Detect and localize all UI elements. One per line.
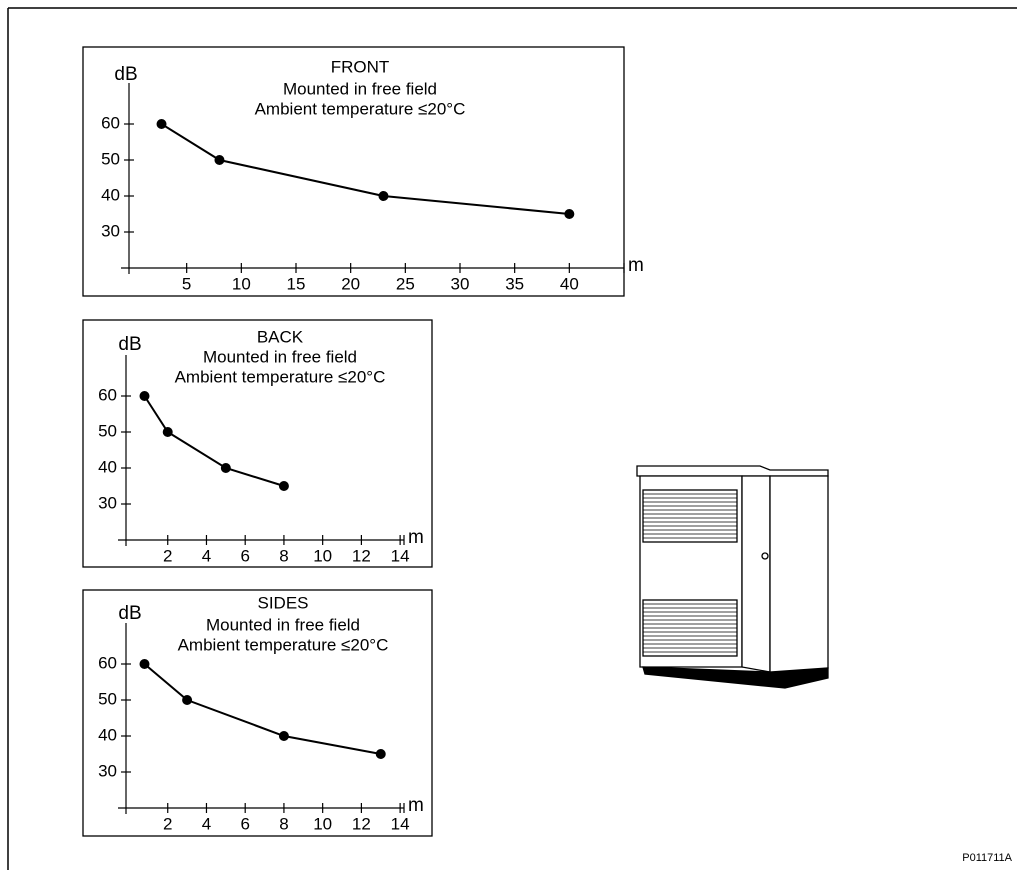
data-point xyxy=(139,391,150,401)
chart-frame xyxy=(82,589,433,837)
x-axis-label: m xyxy=(628,255,644,276)
x-tick-label: 10 xyxy=(232,274,251,293)
y-tick-label: 40 xyxy=(101,185,120,204)
data-point xyxy=(139,659,150,669)
x-axis-label: m xyxy=(408,795,424,816)
x-tick-label: 10 xyxy=(313,546,332,565)
chart-subtitle: Mounted in free field xyxy=(206,615,360,634)
y-axis-label: dB xyxy=(118,334,141,355)
x-tick-label: 6 xyxy=(240,814,249,833)
data-point xyxy=(564,209,575,219)
y-tick-label: 30 xyxy=(98,493,117,512)
figure-id: P011711A xyxy=(962,852,1012,864)
x-tick-label: 12 xyxy=(352,546,371,565)
x-tick-label: 20 xyxy=(341,274,360,293)
chart-subtitle: Ambient temperature ≤20°C xyxy=(255,99,466,118)
chart-title: BACK xyxy=(257,327,304,346)
y-tick-label: 50 xyxy=(101,149,120,168)
cabinet-base xyxy=(642,666,829,689)
x-tick-label: 12 xyxy=(352,814,371,833)
data-point xyxy=(220,463,231,473)
x-tick-label: 8 xyxy=(279,546,288,565)
cabinet-door-edge xyxy=(741,475,771,673)
y-tick-label: 60 xyxy=(98,385,117,404)
x-tick-label: 35 xyxy=(505,274,524,293)
cabinet-side xyxy=(769,475,829,677)
y-tick-label: 60 xyxy=(101,113,120,132)
x-tick-label: 8 xyxy=(279,814,288,833)
grille-slats xyxy=(643,493,737,653)
x-tick-label: 30 xyxy=(451,274,470,293)
y-axis-label: dB xyxy=(114,64,137,85)
x-tick-label: 2 xyxy=(163,546,172,565)
x-tick-label: 40 xyxy=(560,274,579,293)
data-point xyxy=(156,119,167,129)
x-tick-label: 15 xyxy=(287,274,306,293)
x-tick-label: 14 xyxy=(391,814,410,833)
chart-frame xyxy=(82,319,433,568)
data-point xyxy=(278,481,289,491)
data-point xyxy=(278,731,289,741)
data-point xyxy=(214,155,225,165)
x-axis-label: m xyxy=(408,527,424,548)
y-tick-label: 40 xyxy=(98,457,117,476)
x-tick-label: 2 xyxy=(163,814,172,833)
y-tick-label: 30 xyxy=(101,221,120,240)
chart-subtitle: Ambient temperature ≤20°C xyxy=(175,367,386,386)
door-knob xyxy=(761,552,769,560)
x-tick-label: 4 xyxy=(202,546,211,565)
data-point xyxy=(182,695,193,705)
cabinet-drawing xyxy=(636,465,829,689)
x-tick-label: 10 xyxy=(313,814,332,833)
data-line xyxy=(160,123,570,215)
y-axis-label: dB xyxy=(118,603,141,624)
data-line xyxy=(143,395,285,487)
upper-grille xyxy=(642,489,738,543)
cabinet-top xyxy=(636,465,829,477)
data-line xyxy=(143,663,381,755)
chart-frame xyxy=(82,46,625,297)
chart-title: SIDES xyxy=(257,593,308,612)
chart-subtitle: Ambient temperature ≤20°C xyxy=(178,635,389,654)
data-point xyxy=(162,427,173,437)
y-tick-label: 50 xyxy=(98,689,117,708)
chart-subtitle: Mounted in free field xyxy=(203,347,357,366)
y-tick-label: 50 xyxy=(98,421,117,440)
y-tick-label: 40 xyxy=(98,725,117,744)
y-tick-label: 30 xyxy=(98,761,117,780)
data-point xyxy=(375,749,386,759)
x-tick-label: 6 xyxy=(240,546,249,565)
x-tick-label: 5 xyxy=(182,274,191,293)
chart-subtitle: Mounted in free field xyxy=(283,79,437,98)
chart-title: FRONT xyxy=(331,57,390,76)
x-tick-label: 4 xyxy=(202,814,211,833)
data-point xyxy=(378,191,389,201)
x-tick-label: 14 xyxy=(391,546,410,565)
y-tick-label: 60 xyxy=(98,653,117,672)
x-tick-label: 25 xyxy=(396,274,415,293)
